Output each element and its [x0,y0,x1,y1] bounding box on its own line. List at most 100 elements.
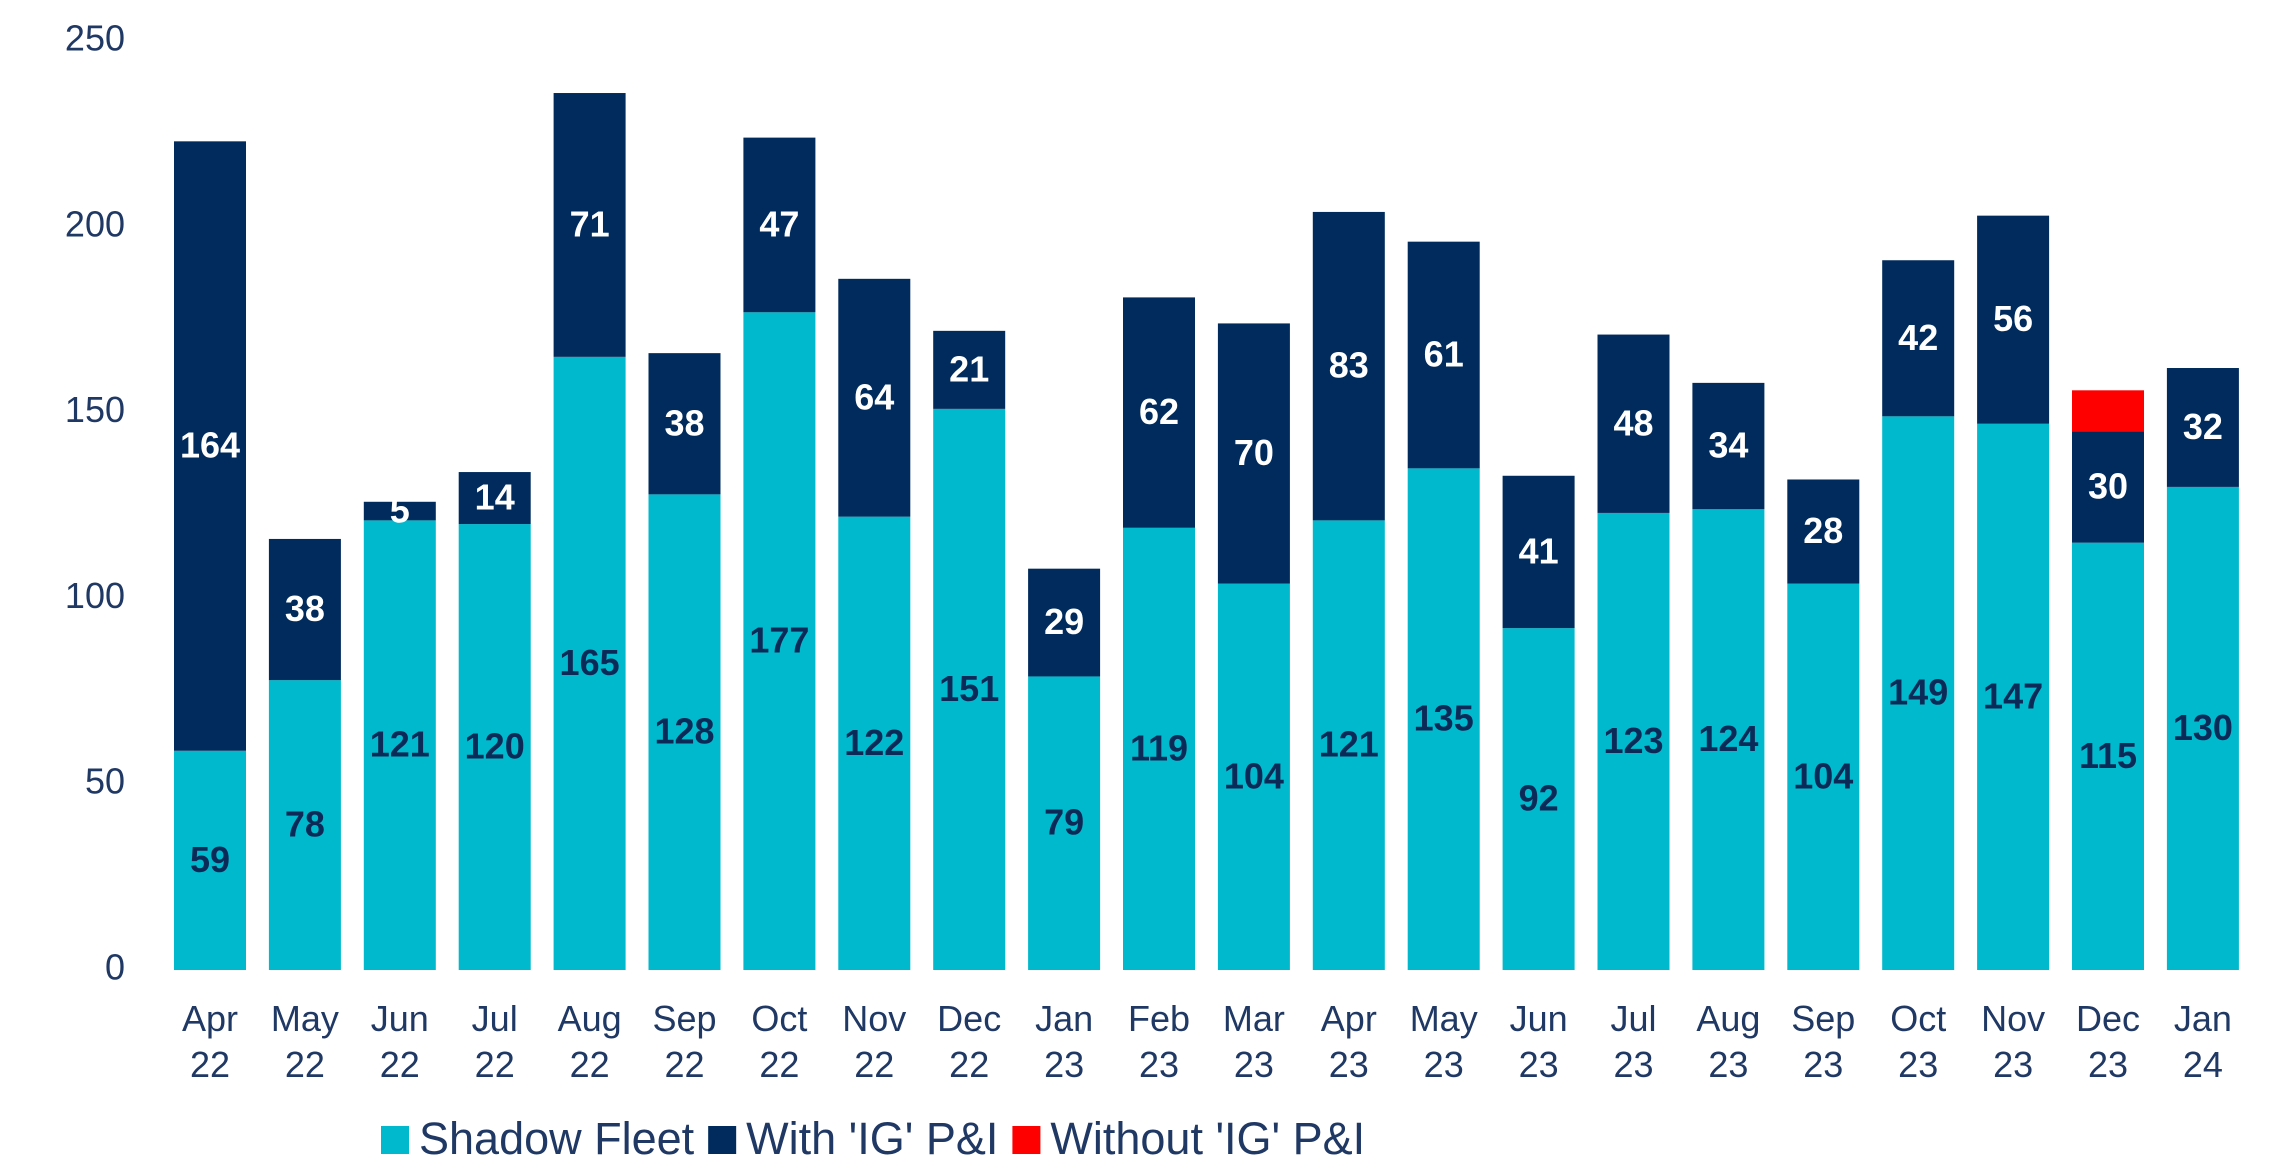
x-tick-line: Jun [1510,998,1568,1039]
x-tick-line: Mar [1223,998,1285,1039]
x-tick-line: Jan [2174,998,2232,1039]
x-tick-line: 23 [1044,1044,1084,1085]
y-tick-label: 200 [65,203,125,244]
bar-segment [2072,542,2144,970]
data-label: 164 [180,425,240,466]
data-label: 34 [1708,425,1748,466]
x-tick-line: 23 [1613,1044,1653,1085]
data-label: 38 [664,402,704,443]
data-label: 149 [1888,672,1948,713]
x-tick-label: Feb 23 [1128,998,1190,1085]
x-tick-line: Aug [558,998,622,1039]
data-label: 14 [475,477,515,518]
data-label: 121 [1319,724,1379,765]
bar-segment [174,141,246,751]
bar-segment [2072,431,2144,543]
x-tick-label: Jan 24 [2174,998,2232,1085]
bar-segment [1028,676,1101,970]
x-tick-label: Mar 23 [1223,998,1285,1085]
x-tick-line: 22 [190,1044,230,1085]
bar-segment [1882,416,1955,970]
bar-segment [838,516,911,970]
bar-segment [553,93,626,357]
data-label: 130 [2173,707,2233,748]
data-label: 28 [1803,510,1843,551]
x-tick-line: Dec [2076,998,2140,1039]
data-label: 21 [949,348,989,389]
bar-segment [268,680,341,970]
x-tick-line: 23 [1424,1044,1464,1085]
x-tick-line: 23 [1329,1044,1369,1085]
bar-segment [1028,568,1101,677]
data-label: 151 [939,668,999,709]
data-label: 64 [854,376,894,417]
x-tick-line: 23 [1708,1044,1748,1085]
data-label: 29 [1044,601,1084,642]
x-tick-label: Nov 23 [1981,998,2045,1085]
data-label: 115 [2079,735,2137,776]
x-tick-line: Dec [937,998,1001,1039]
bar-segment [743,137,816,313]
x-tick-line: 22 [949,1044,989,1085]
data-label: 119 [1130,727,1188,768]
bar-segment [1977,215,2050,424]
x-tick-label: Apr 23 [1321,998,1377,1085]
bar-segment [1312,211,1385,521]
bar-segment [1217,583,1290,970]
data-label: 128 [654,711,714,752]
x-tick-line: 22 [759,1044,799,1085]
x-tick-label: Apr 22 [182,998,238,1085]
x-tick-line: 22 [285,1044,325,1085]
bar-segment [363,520,436,970]
data-label: 5 [390,490,410,531]
data-label: 32 [2183,406,2223,447]
bar-segment [1977,423,2050,970]
x-tick-line: 23 [1139,1044,1179,1085]
legend-label: Shadow Fleet [419,1113,695,1159]
data-label: 92 [1519,778,1559,819]
x-tick-line: Feb [1128,998,1190,1039]
x-tick-line: May [1410,998,1478,1039]
data-label: 120 [465,726,525,767]
x-tick-line: 22 [854,1044,894,1085]
x-tick-line: Aug [1696,998,1760,1039]
data-label: 56 [1993,298,2033,339]
x-tick-line: 23 [2088,1044,2128,1085]
x-tick-label: Jul 23 [1610,998,1656,1085]
data-label: 123 [1603,720,1663,761]
data-label: 48 [1613,402,1653,443]
data-label: 135 [1414,698,1474,739]
x-tick-line: Jul [1610,998,1656,1039]
x-tick-label: Nov 22 [842,998,906,1085]
data-label: 59 [190,839,230,880]
data-label: 165 [560,642,620,683]
y-tick-label: 50 [85,761,125,802]
x-tick-label: Aug 22 [558,998,622,1085]
data-label: 62 [1139,391,1179,432]
x-tick-label: Jun 23 [1510,998,1568,1085]
y-tick-label: 250 [65,18,125,59]
bar-segment [1123,297,1195,528]
x-tick-line: Jun [371,998,429,1039]
data-label: 104 [1224,755,1284,796]
x-tick-label: Dec 23 [2076,998,2140,1085]
data-label: 42 [1898,317,1938,358]
data-label: 121 [370,724,430,765]
x-tick-line: Jan [1035,998,1093,1039]
bar-segment [553,356,626,970]
y-tick-label: 150 [65,389,125,430]
data-label: 124 [1698,718,1758,759]
bar-segment [1692,382,1765,510]
x-tick-line: 24 [2183,1044,2223,1085]
bar-segment [1597,512,1670,970]
data-label: 147 [1983,675,2043,716]
x-tick-line: 23 [1803,1044,1843,1085]
legend-label: With 'IG' P&I [746,1113,998,1159]
data-label: 30 [2088,465,2128,506]
x-tick-line: 22 [475,1044,515,1085]
x-tick-line: Sep [652,998,716,1039]
bar-segment [1787,479,1860,584]
bar-segment [648,353,721,495]
bar-segment [1312,520,1385,970]
